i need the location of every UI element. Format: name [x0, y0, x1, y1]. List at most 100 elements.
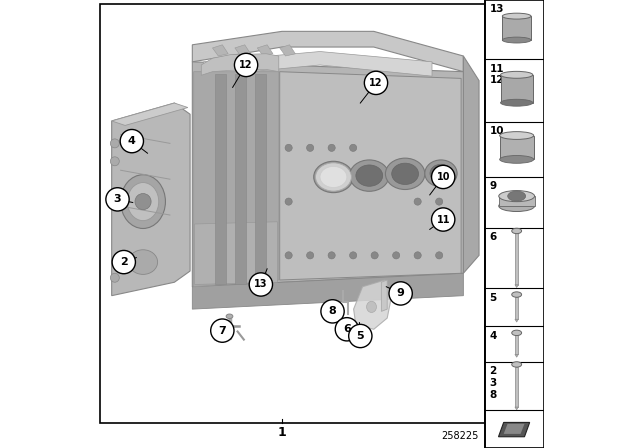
Circle shape	[392, 252, 400, 259]
Polygon shape	[515, 285, 518, 288]
Circle shape	[106, 188, 129, 211]
Ellipse shape	[512, 362, 522, 367]
Circle shape	[328, 144, 335, 151]
Polygon shape	[192, 62, 463, 287]
Circle shape	[249, 273, 273, 296]
Text: 9: 9	[490, 181, 497, 191]
Ellipse shape	[502, 13, 531, 19]
Polygon shape	[111, 103, 190, 296]
Polygon shape	[192, 31, 463, 72]
Text: 12: 12	[369, 78, 383, 88]
Text: 7: 7	[218, 326, 226, 336]
Circle shape	[110, 273, 119, 282]
Text: 2: 2	[490, 366, 497, 376]
Circle shape	[349, 324, 372, 348]
Text: 13: 13	[490, 4, 504, 14]
Polygon shape	[502, 16, 531, 40]
Ellipse shape	[385, 158, 425, 190]
Text: 11: 11	[436, 215, 450, 224]
Text: 10: 10	[436, 172, 450, 182]
Circle shape	[234, 53, 258, 77]
Ellipse shape	[500, 132, 534, 139]
Polygon shape	[500, 75, 532, 103]
Ellipse shape	[127, 182, 159, 220]
Text: 258225: 258225	[442, 431, 479, 441]
Polygon shape	[515, 407, 518, 410]
Text: 6: 6	[490, 232, 497, 242]
Polygon shape	[515, 233, 518, 285]
Circle shape	[335, 318, 358, 341]
Ellipse shape	[499, 200, 534, 211]
Ellipse shape	[500, 99, 532, 106]
Ellipse shape	[320, 166, 347, 188]
Text: 12: 12	[239, 60, 253, 70]
Polygon shape	[504, 424, 524, 434]
Ellipse shape	[500, 71, 532, 78]
Polygon shape	[212, 45, 228, 56]
Circle shape	[110, 139, 119, 148]
Polygon shape	[500, 135, 534, 159]
Text: 3: 3	[114, 194, 122, 204]
Ellipse shape	[512, 228, 522, 234]
Ellipse shape	[349, 160, 389, 191]
Polygon shape	[111, 103, 188, 125]
Ellipse shape	[129, 250, 157, 274]
Text: 1: 1	[278, 426, 286, 439]
Polygon shape	[499, 196, 534, 206]
Polygon shape	[235, 74, 246, 284]
Ellipse shape	[316, 163, 351, 191]
Circle shape	[414, 198, 421, 205]
Polygon shape	[515, 367, 518, 407]
Text: 3: 3	[490, 378, 497, 388]
Circle shape	[285, 198, 292, 205]
Polygon shape	[499, 422, 530, 437]
Circle shape	[364, 71, 388, 95]
Circle shape	[120, 129, 143, 153]
Text: 8: 8	[490, 390, 497, 400]
Circle shape	[307, 252, 314, 259]
Circle shape	[328, 252, 335, 259]
Ellipse shape	[425, 160, 457, 187]
Polygon shape	[515, 354, 518, 357]
Text: 12: 12	[490, 75, 504, 85]
Text: 11: 11	[490, 64, 504, 73]
Ellipse shape	[367, 301, 376, 313]
Circle shape	[135, 194, 151, 210]
Polygon shape	[255, 74, 266, 284]
Circle shape	[321, 300, 344, 323]
Ellipse shape	[120, 175, 165, 228]
Text: 6: 6	[343, 324, 351, 334]
Circle shape	[211, 319, 234, 342]
Polygon shape	[257, 45, 273, 56]
Ellipse shape	[430, 164, 452, 182]
FancyBboxPatch shape	[485, 0, 544, 448]
Circle shape	[431, 165, 455, 189]
Text: 2: 2	[120, 257, 127, 267]
Ellipse shape	[500, 155, 534, 164]
Text: 9: 9	[397, 289, 404, 298]
Ellipse shape	[392, 163, 419, 185]
Circle shape	[285, 144, 292, 151]
Polygon shape	[515, 297, 518, 319]
Polygon shape	[235, 45, 250, 56]
Circle shape	[436, 252, 443, 259]
Text: 4: 4	[128, 136, 136, 146]
Text: 10: 10	[490, 126, 504, 136]
Polygon shape	[463, 56, 479, 273]
Ellipse shape	[356, 165, 383, 186]
FancyBboxPatch shape	[100, 4, 485, 423]
Circle shape	[112, 250, 136, 274]
Polygon shape	[201, 54, 279, 75]
Text: 13: 13	[254, 280, 268, 289]
Circle shape	[285, 252, 292, 259]
Polygon shape	[195, 222, 277, 284]
Polygon shape	[194, 72, 279, 287]
Ellipse shape	[502, 37, 531, 43]
Circle shape	[436, 198, 443, 205]
Polygon shape	[280, 45, 296, 56]
Ellipse shape	[226, 314, 233, 319]
Polygon shape	[515, 335, 518, 354]
Circle shape	[414, 252, 421, 259]
Polygon shape	[280, 72, 461, 280]
Circle shape	[349, 252, 356, 259]
